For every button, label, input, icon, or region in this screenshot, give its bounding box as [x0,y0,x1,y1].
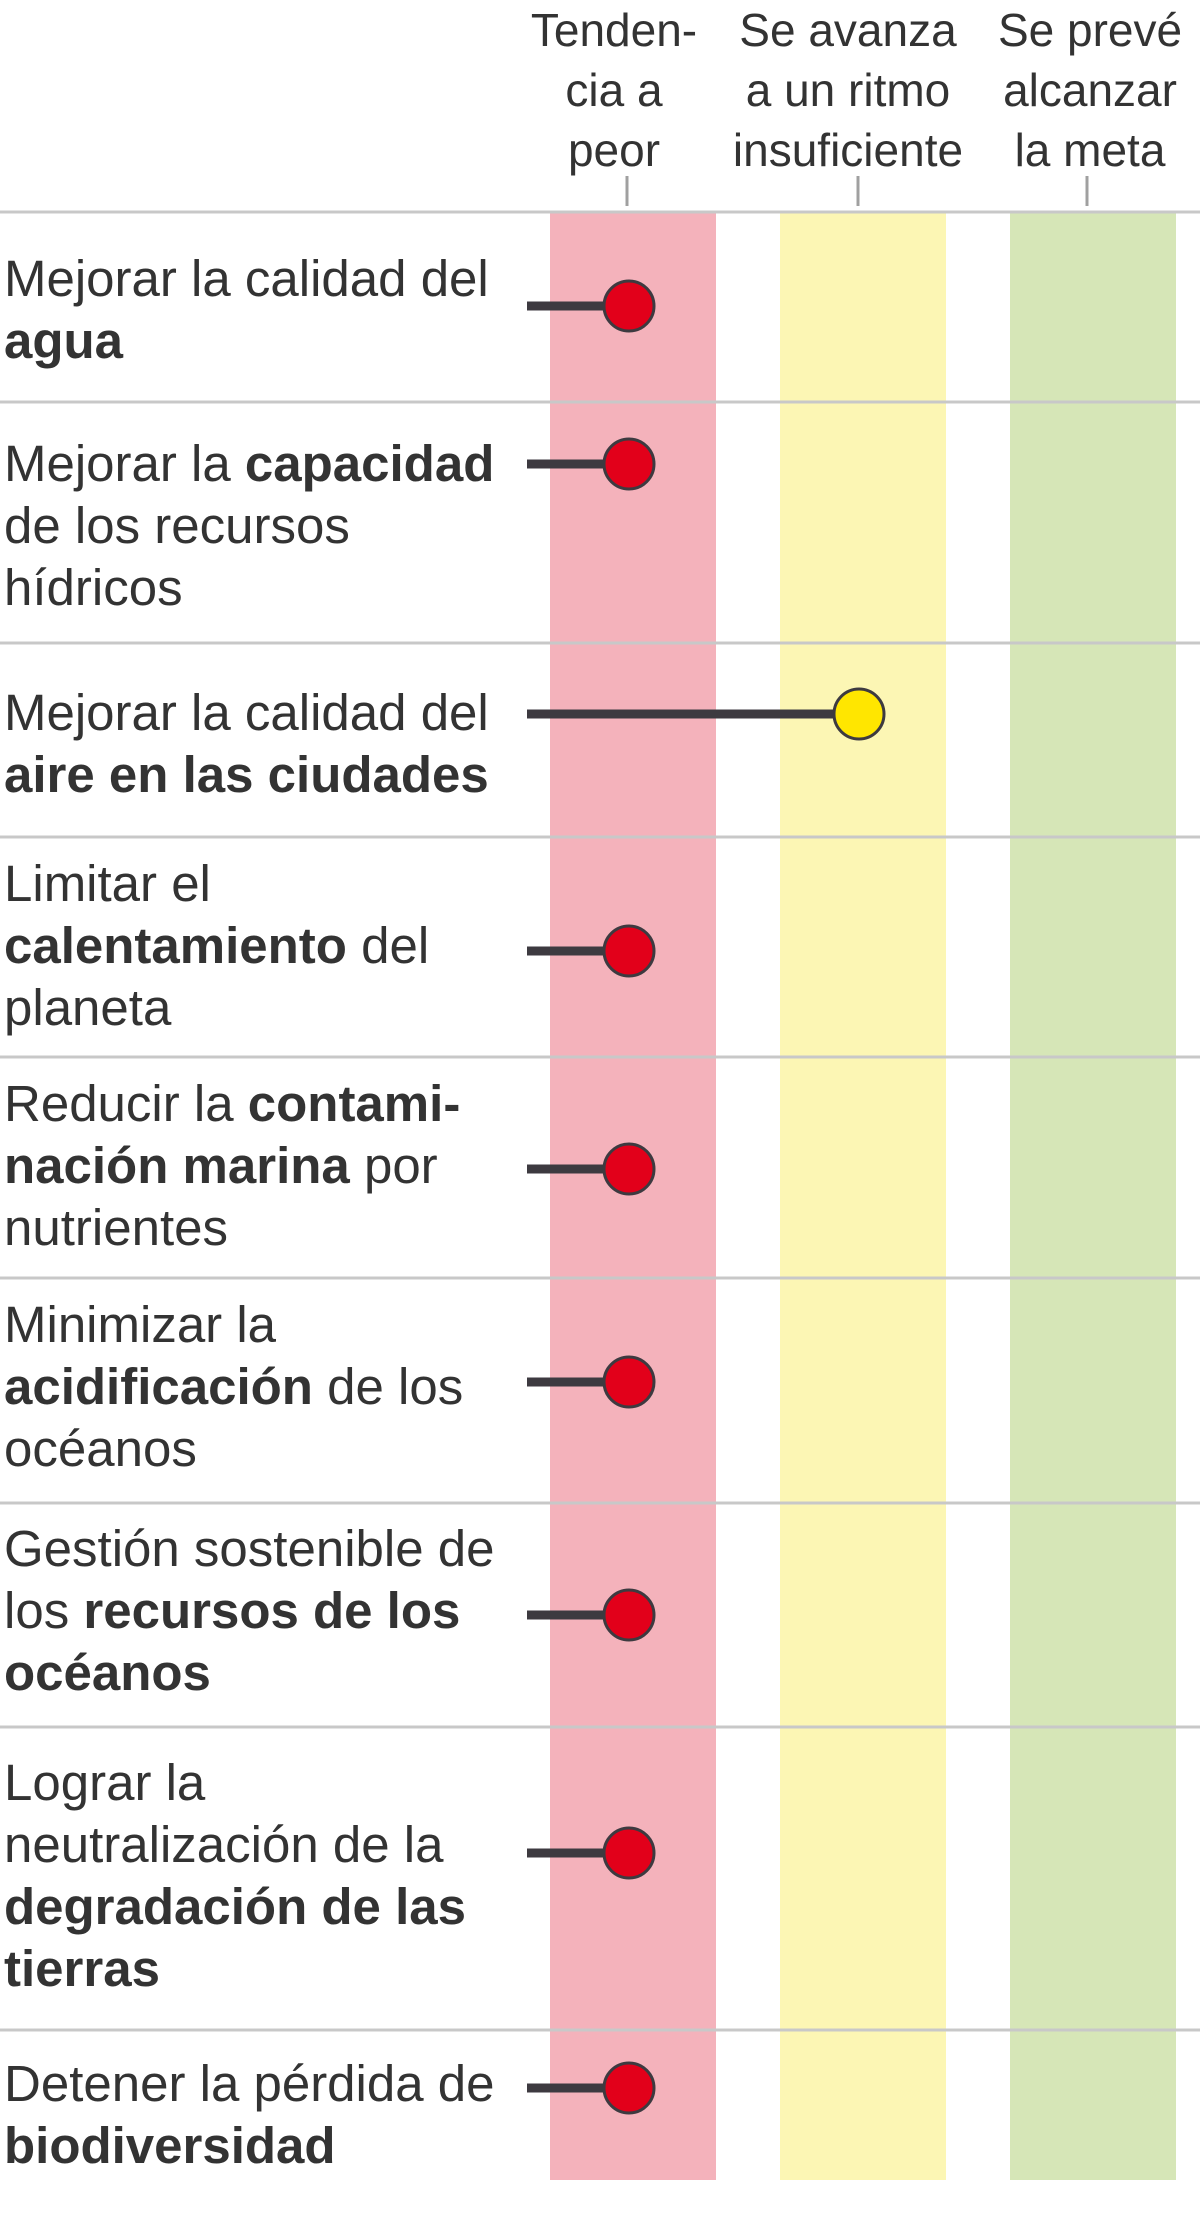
stage-header-line: Se prevé [997,4,1183,56]
row-label-text: Gestión sostenible de los [4,1520,495,1639]
stage-header-line: Tenden- [530,4,698,56]
stage-header-line: Se avanza [739,4,957,56]
row-label: Mejorar la calidad del agua [4,248,524,372]
row-label-text: de los recursos hídricos [4,497,350,616]
stage-band-worse [550,212,716,2180]
stage-header-ontrack: Se prevé alcanzar la meta [940,0,1200,180]
stage-header-line: insuficiente [732,124,964,176]
stage-header-line: alcanzar [1003,64,1177,116]
row-label-bold: agua [4,312,124,369]
progress-marker-worse [602,279,656,333]
row-label-text: Mejorar la calidad del [4,250,489,307]
row-label-text: de los océanos [4,1358,464,1477]
row-label-text: Reducir la [4,1075,248,1132]
progress-marker-worse [602,1588,656,1642]
row-label-bold: recursos de los océanos [4,1582,461,1701]
progress-marker-worse [602,1826,656,1880]
row-label-text: Minimizar la [4,1296,277,1353]
progress-marker-insufficient [832,687,886,741]
row-label-bold: aire en las ciudades [4,746,489,803]
stage-header-insufficient: Se avanza a un ritmo insuficiente [698,0,998,180]
stage-header-line: cia a [565,64,663,116]
row-label-text: del planeta [4,917,430,1036]
row-label-text: Detener la pérdida de [4,2055,495,2112]
row-label-text: Limitar el [4,855,211,912]
row-label: Minimizar la acidificación de los océano… [4,1294,524,1480]
row-label-text: por nutrientes [4,1137,438,1256]
progress-marker-worse [602,924,656,978]
row-label: Reducir la contami-nación marina por nut… [4,1073,524,1259]
row-label: Gestión sostenible de los recursos de lo… [4,1518,524,1704]
row-label: Mejorar la calidad del aire en las ciuda… [4,682,524,806]
stage-band-ontrack [1010,212,1176,2180]
stage-header-line: la meta [1014,124,1166,176]
row-label: Limitar el calentamiento del planeta [4,853,524,1039]
progress-marker-worse [602,2061,656,2115]
row-label-text: Mejorar la calidad del [4,684,489,741]
row-label-bold: biodiversidad [4,2117,336,2174]
row-label: Mejorar la capacidad de los recursos híd… [4,433,524,619]
row-label-bold: capacidad [244,435,495,492]
row-label-bold: contami-nación marina [4,1075,461,1194]
stage-header-line: peor [567,124,661,176]
row-label-bold: degradación de las tierras [4,1878,466,1997]
row-label-text: Mejorar la [4,435,245,492]
row-label-text: Lograr la neutralización de la [4,1754,444,1873]
row-label: Detener la pérdida de biodiversidad [4,2053,524,2177]
progress-marker-worse [602,1142,656,1196]
row-label: Lograr la neutralización de la degradaci… [4,1752,524,2000]
row-label-bold: acidificación [4,1358,313,1415]
progress-marker-worse [602,1355,656,1409]
progress-marker-worse [602,437,656,491]
stage-band-insufficient [780,212,946,2180]
stage-header-line: a un ritmo [745,64,951,116]
stage-header-worse: Tenden-cia a peor [464,0,764,180]
row-label-bold: calentamiento [4,917,347,974]
